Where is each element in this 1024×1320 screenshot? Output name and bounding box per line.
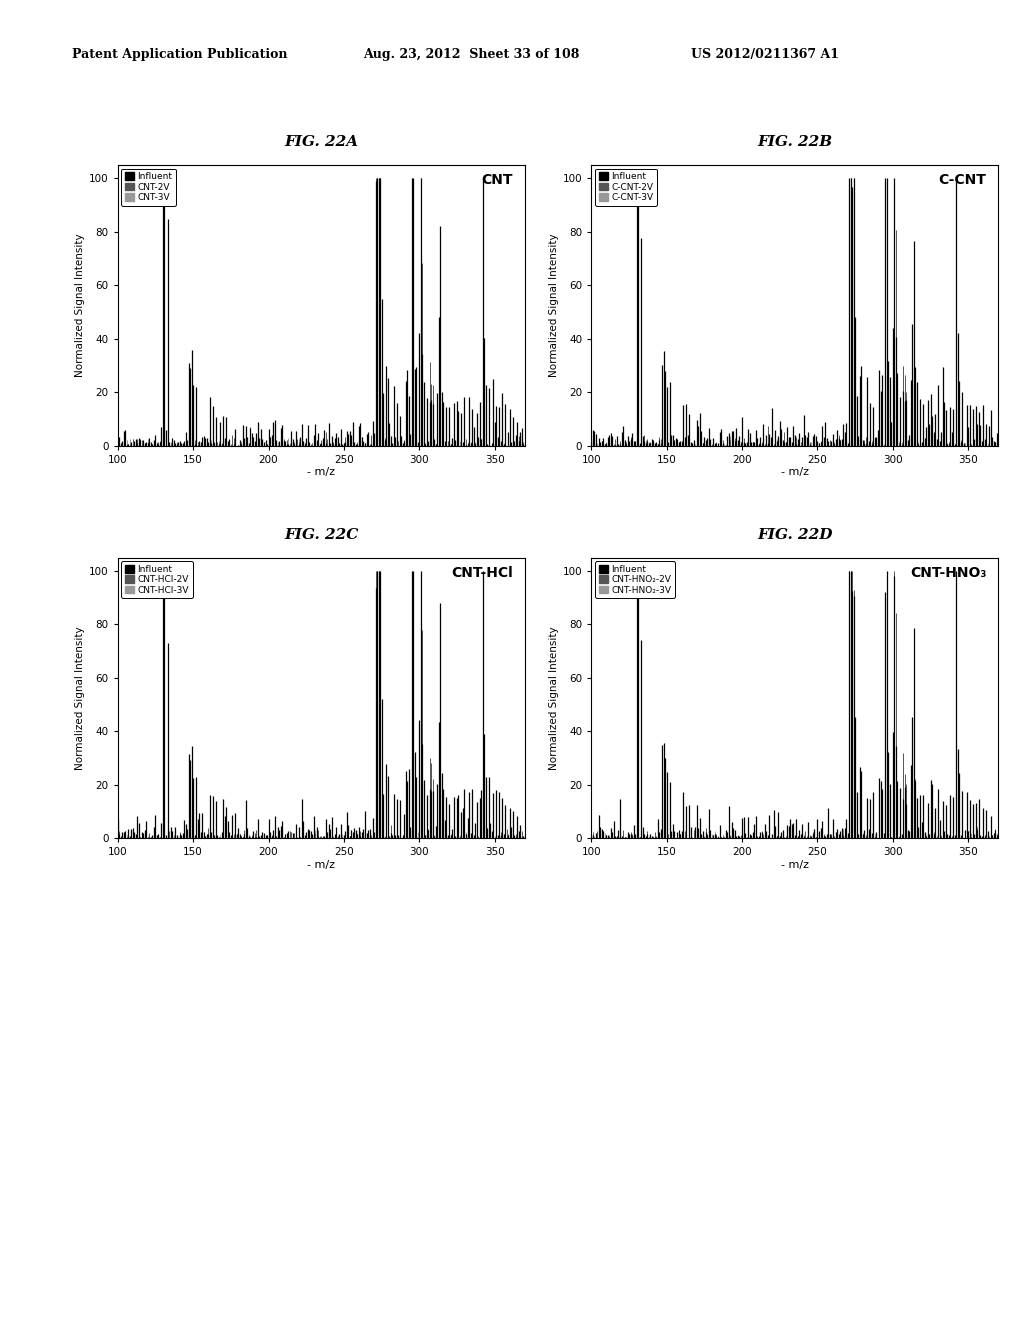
- Text: CNT-HNO₃: CNT-HNO₃: [909, 566, 986, 579]
- Legend: Influent, CNT-HCl-2V, CNT-HCl-3V: Influent, CNT-HCl-2V, CNT-HCl-3V: [122, 561, 193, 598]
- Text: FIG. 22D: FIG. 22D: [757, 528, 833, 541]
- Y-axis label: Normalized Signal Intensity: Normalized Signal Intensity: [549, 626, 558, 770]
- X-axis label: - m/z: - m/z: [307, 861, 335, 870]
- X-axis label: - m/z: - m/z: [307, 467, 335, 478]
- Text: Patent Application Publication: Patent Application Publication: [72, 48, 287, 61]
- Y-axis label: Normalized Signal Intensity: Normalized Signal Intensity: [549, 234, 558, 378]
- Text: FIG. 22C: FIG. 22C: [284, 528, 358, 541]
- Text: CNT-HCl: CNT-HCl: [451, 566, 513, 579]
- Legend: Influent, CNT-2V, CNT-3V: Influent, CNT-2V, CNT-3V: [122, 169, 176, 206]
- X-axis label: - m/z: - m/z: [781, 467, 809, 478]
- Legend: Influent, CNT-HNO₂-2V, CNT-HNO₂-3V: Influent, CNT-HNO₂-2V, CNT-HNO₂-3V: [595, 561, 675, 598]
- Text: FIG. 22B: FIG. 22B: [758, 135, 833, 149]
- Text: FIG. 22A: FIG. 22A: [285, 135, 358, 149]
- Y-axis label: Normalized Signal Intensity: Normalized Signal Intensity: [75, 234, 85, 378]
- Legend: Influent, C-CNT-2V, C-CNT-3V: Influent, C-CNT-2V, C-CNT-3V: [595, 169, 657, 206]
- Y-axis label: Normalized Signal Intensity: Normalized Signal Intensity: [75, 626, 85, 770]
- X-axis label: - m/z: - m/z: [781, 861, 809, 870]
- Text: C-CNT: C-CNT: [938, 173, 986, 187]
- Text: CNT: CNT: [481, 173, 513, 187]
- Text: Aug. 23, 2012  Sheet 33 of 108: Aug. 23, 2012 Sheet 33 of 108: [364, 48, 580, 61]
- Text: US 2012/0211367 A1: US 2012/0211367 A1: [691, 48, 840, 61]
